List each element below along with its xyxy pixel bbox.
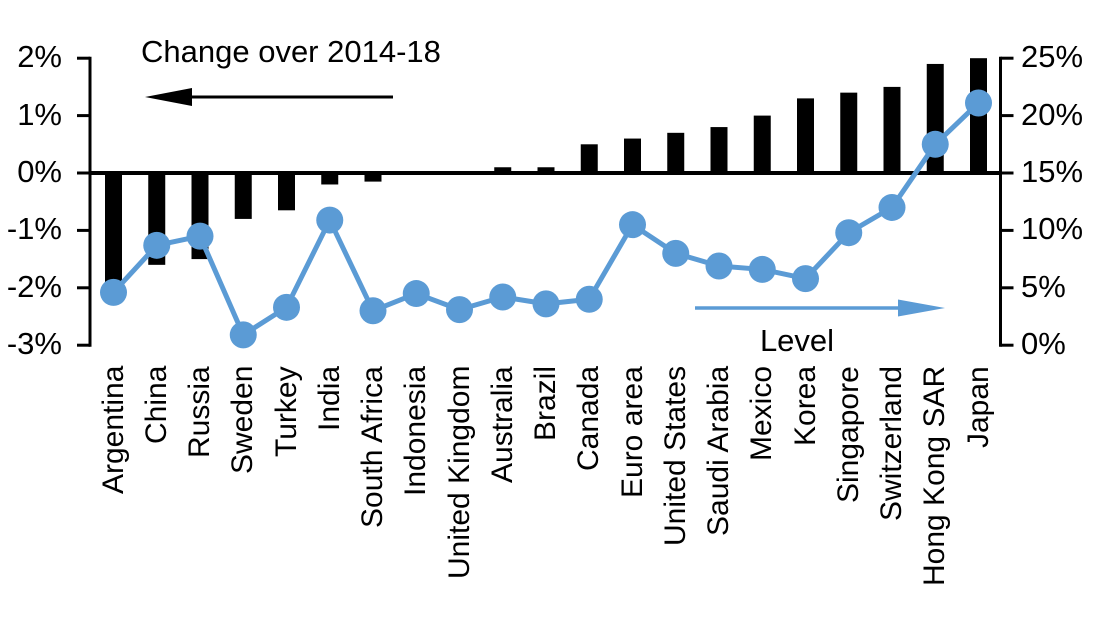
bar-canada [580,144,598,173]
annotation-level: Level [759,323,835,358]
dot-india [316,206,344,234]
category-label-south-africa: South Africa [356,366,389,528]
bar-saudi-arabia [710,127,728,173]
category-label-united-kingdom: United Kingdom [442,366,476,580]
right-axis-label: 25% [1021,39,1084,75]
dot-mexico [748,255,776,283]
dot-canada [575,285,603,313]
level-arrow-head-right [898,299,945,317]
dot-united-states [662,239,690,267]
dot-turkey [273,293,300,321]
dot-australia [489,283,517,311]
dot-saudi-arabia [705,252,733,280]
category-label-united-states: United States [658,366,692,547]
category-label-mexico: Mexico [745,366,779,462]
category-label-japan: Japan [961,366,995,448]
left-axis-label: 2% [17,39,62,75]
right-axis-label: 0% [1021,326,1066,362]
bar-sweden [234,173,252,219]
right-axis-label: 20% [1021,96,1084,132]
dot-russia [186,222,214,250]
dot-korea [792,265,819,293]
category-label-turkey: Turkey [269,366,303,457]
category-label-euro-area: Euro area [615,366,649,498]
category-label-singapore: Singapore [831,366,865,503]
category-label-china: China [139,366,173,445]
category-label-brazil: Brazil [529,366,562,442]
left-axis-label: -1% [6,211,62,247]
dot-hong-kong-sar [921,130,949,158]
dot-brazil [532,290,560,318]
dot-china [143,231,171,259]
category-label-switzerland: Switzerland [875,366,908,522]
right-axis-label: 10% [1021,211,1084,247]
left-axis-label: -2% [6,268,62,304]
category-label-saudi-arabia: Saudi Arabia [702,366,735,537]
bar-euro-area [624,138,641,173]
dot-south-africa [359,297,387,325]
category-label-hong-kong-sar: Hong Kong SAR [918,366,952,587]
category-label-korea: Korea [788,366,822,447]
category-label-argentina: Argentina [96,366,130,495]
category-label-australia: Australia [485,366,519,483]
left-axis-label: 1% [17,96,62,132]
dot-indonesia [402,280,430,308]
dot-singapore [835,219,863,247]
category-label-indonesia: Indonesia [399,366,433,497]
bar-india [321,173,339,185]
category-label-sweden: Sweden [226,366,260,475]
dot-sweden [229,321,257,349]
bar-brazil [537,167,555,173]
bar-turkey [278,173,295,211]
bar-australia [494,167,512,173]
bar-argentina [105,173,122,283]
bar-united-states [667,132,685,173]
bar-switzerland [883,86,901,173]
dot-switzerland [878,193,906,221]
bar-south-africa [364,173,382,182]
annotation-change-over-2014-18: Change over 2014-18 [141,34,441,69]
category-label-india: India [312,366,346,432]
dot-united-kingdom [446,296,473,324]
right-axis-label: 5% [1021,268,1066,304]
left-axis-label: -3% [6,326,62,362]
category-label-canada: Canada [572,366,606,472]
left-axis-label: 0% [17,154,62,189]
dot-euro-area [619,211,646,239]
dot-argentina [100,278,127,306]
right-axis-label: 15% [1021,154,1084,189]
dot-japan [965,89,992,117]
change-arrow-head-left [145,88,192,106]
category-label-russia: Russia [183,366,216,458]
bar-korea [797,98,814,173]
bar-singapore [840,92,858,173]
bar-mexico [753,115,771,173]
